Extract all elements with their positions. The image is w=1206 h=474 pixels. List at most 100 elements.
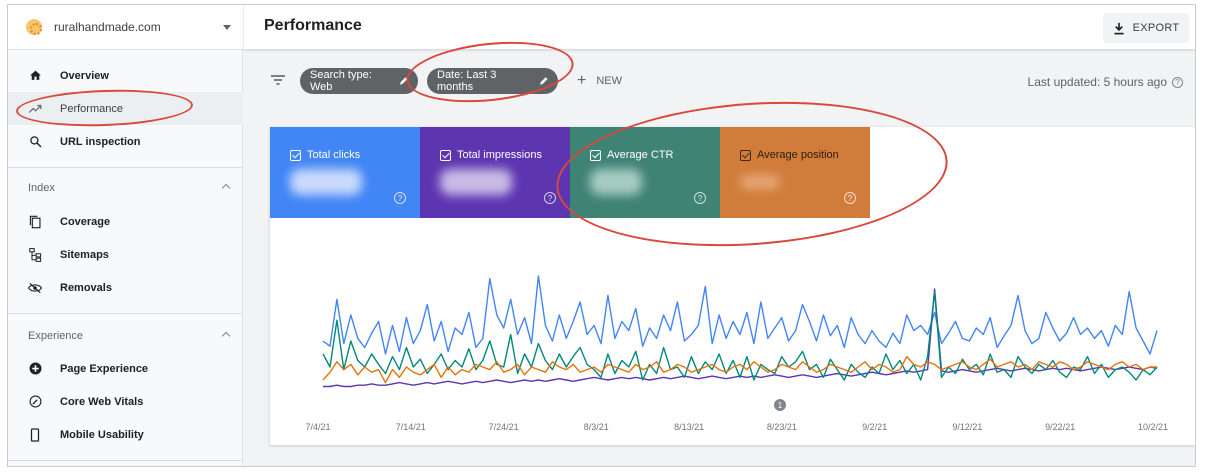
checkbox-checked-icon[interactable] xyxy=(740,149,751,161)
performance-line-chart: 1 7/4/21 7/14/21 7/24/21 8/3/21 8/13/21 8/23/2… xyxy=(305,275,1168,432)
metric-tile-total-clicks[interactable]: Total clicks ? xyxy=(270,127,420,218)
metric-tile-total-impressions[interactable]: Total impressions ? xyxy=(420,127,570,218)
property-selector[interactable]: ruralhandmade.com xyxy=(8,5,243,50)
chip-label: Date: Last 3 months xyxy=(437,69,497,93)
x-tick-label: 10/2/21 xyxy=(1138,422,1168,432)
date-range-chip[interactable]: Date: Last 3 months xyxy=(427,68,558,94)
sidebar-item-url-inspection[interactable]: URL inspection xyxy=(8,125,243,158)
header-bar: Performance EXPORT xyxy=(244,5,1195,50)
search-icon xyxy=(28,135,42,149)
checkbox-checked-icon[interactable] xyxy=(590,149,601,161)
edit-pencil-icon xyxy=(539,77,548,85)
sidebar-item-label: Sitemaps xyxy=(60,248,109,261)
x-tick-label: 8/23/21 xyxy=(767,422,797,432)
x-tick-label: 7/4/21 xyxy=(305,422,330,432)
filter-bar: Search type: Web Date: Last 3 months + N… xyxy=(244,51,1195,111)
new-label: NEW xyxy=(596,75,623,87)
x-tick-label: 7/24/21 xyxy=(489,422,519,432)
metric-label: Average CTR xyxy=(607,149,674,161)
search-type-chip[interactable]: Search type: Web xyxy=(300,68,418,94)
export-button[interactable]: EXPORT xyxy=(1103,13,1189,43)
x-tick-label: 9/22/21 xyxy=(1045,422,1075,432)
sidebar-item-core-web-vitals[interactable]: Core Web Vitals xyxy=(8,385,243,418)
help-icon[interactable]: ? xyxy=(544,192,556,204)
app-window: ruralhandmade.com Overview Performance U… xyxy=(7,4,1196,467)
metric-label: Total clicks xyxy=(307,149,361,161)
phone-icon xyxy=(28,427,42,442)
caret-down-icon xyxy=(223,25,231,30)
help-icon[interactable]: ? xyxy=(394,192,406,204)
annotation-number: 1 xyxy=(778,401,783,410)
series-line-average-position xyxy=(322,355,1157,384)
sidebar-item-label: Coverage xyxy=(60,215,111,228)
chart-annotation-marker[interactable]: 1 xyxy=(774,399,786,411)
export-label: EXPORT xyxy=(1132,22,1180,34)
sidebar: ruralhandmade.com Overview Performance U… xyxy=(8,5,243,466)
edit-pencil-icon xyxy=(399,77,408,85)
help-icon[interactable]: ? xyxy=(694,192,706,204)
series-line-total-clicks xyxy=(322,275,1158,355)
eye-off-icon xyxy=(28,281,42,295)
page-title: Performance xyxy=(264,17,362,34)
sidebar-item-sitemaps[interactable]: Sitemaps xyxy=(8,238,243,271)
help-icon[interactable]: ? xyxy=(844,192,856,204)
sidebar-item-mobile-usability[interactable]: Mobile Usability xyxy=(8,418,243,451)
last-updated-text: Last updated: 5 hours ago xyxy=(1027,75,1167,89)
metric-tile-average-position[interactable]: Average position ? xyxy=(720,127,870,218)
blurred-value xyxy=(440,169,512,195)
blurred-value xyxy=(290,169,362,195)
property-name: ruralhandmade.com xyxy=(54,20,161,34)
sidebar-item-label: Performance xyxy=(60,102,123,115)
x-tick-label: 8/13/21 xyxy=(674,422,704,432)
main-content: Performance EXPORT Search type: Web Date… xyxy=(244,5,1195,466)
sidebar-item-overview[interactable]: Overview xyxy=(8,59,243,92)
divider xyxy=(8,460,243,461)
divider xyxy=(8,313,243,314)
series-line-average-ctr xyxy=(322,290,1158,381)
divider xyxy=(8,167,243,168)
sidebar-item-removals[interactable]: Removals xyxy=(8,271,243,304)
trending-up-icon xyxy=(28,102,42,116)
metric-label: Average position xyxy=(757,149,839,161)
section-title: Index xyxy=(28,182,55,194)
gauge-icon xyxy=(28,395,42,409)
last-updated: Last updated: 5 hours ago ? xyxy=(1028,75,1183,89)
site-favicon-icon xyxy=(26,19,42,35)
x-tick-label: 8/3/21 xyxy=(584,422,609,432)
filter-icon[interactable] xyxy=(271,75,285,85)
help-icon[interactable]: ? xyxy=(1172,76,1183,88)
sidebar-item-label: Core Web Vitals xyxy=(60,395,144,408)
plus-icon: + xyxy=(577,72,587,89)
download-icon xyxy=(1113,22,1124,34)
section-index-header[interactable]: Index xyxy=(8,173,243,203)
blurred-value xyxy=(740,175,780,189)
series-line-total-impressions xyxy=(323,288,1158,388)
annotation-dot xyxy=(774,399,786,411)
section-title: Experience xyxy=(28,330,84,342)
sitemap-icon xyxy=(28,247,42,262)
sidebar-item-label: Overview xyxy=(60,69,109,82)
checkbox-checked-icon[interactable] xyxy=(440,149,451,161)
x-tick-label: 7/14/21 xyxy=(396,422,426,432)
checkbox-checked-icon[interactable] xyxy=(290,149,301,161)
x-tick-label: 9/12/21 xyxy=(952,422,982,432)
metric-tile-average-ctr[interactable]: Average CTR ? xyxy=(570,127,720,218)
new-filter-button[interactable]: + NEW xyxy=(577,72,622,90)
sidebar-item-label: URL inspection xyxy=(60,135,141,148)
plus-circle-icon xyxy=(28,362,42,376)
metric-label: Total impressions xyxy=(457,149,542,161)
sidebar-item-coverage[interactable]: Coverage xyxy=(8,205,243,238)
chevron-up-icon xyxy=(221,331,231,341)
section-experience-header[interactable]: Experience xyxy=(8,321,243,351)
home-icon xyxy=(28,69,42,83)
chevron-up-icon xyxy=(221,183,231,193)
copy-icon xyxy=(28,215,42,229)
sidebar-item-label: Removals xyxy=(60,281,112,294)
x-tick-label: 9/2/21 xyxy=(862,422,887,432)
chip-label: Search type: Web xyxy=(310,69,372,93)
performance-chart-card: Total clicks ? Total impressions ? Avera… xyxy=(270,127,1195,445)
blurred-value xyxy=(590,169,642,195)
sidebar-item-performance[interactable]: Performance xyxy=(8,92,243,125)
sidebar-item-label: Page Experience xyxy=(60,362,149,375)
sidebar-item-page-experience[interactable]: Page Experience xyxy=(8,352,243,385)
